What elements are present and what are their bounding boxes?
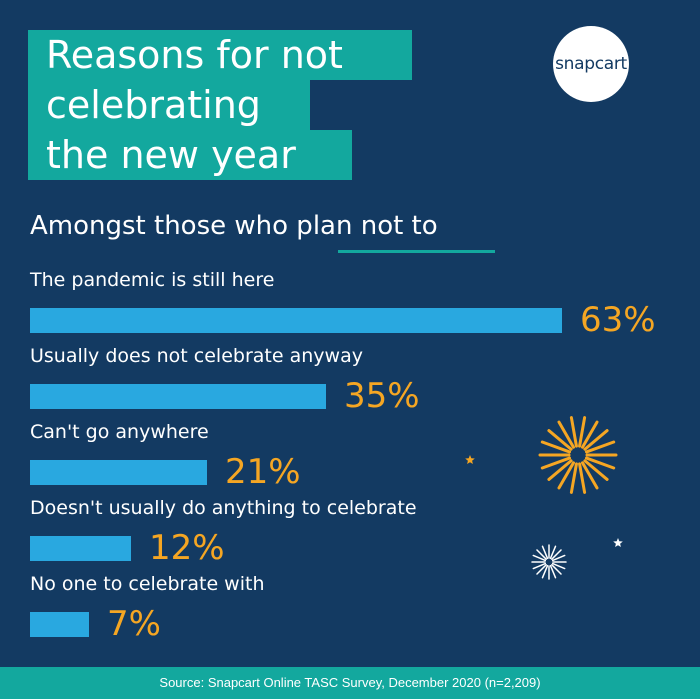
title-line-3: the new year: [28, 130, 352, 180]
value-label: 63%: [580, 300, 656, 340]
category-label: The pandemic is still here: [30, 269, 275, 291]
bar: [30, 536, 131, 561]
subtitle-underline: [338, 250, 495, 253]
category-label: Usually does not celebrate anyway: [30, 345, 363, 367]
title-line-1: Reasons for not: [28, 30, 412, 80]
bar: [30, 460, 207, 485]
small-firework-icon: [531, 544, 567, 580]
value-label: 12%: [149, 528, 225, 568]
snapcart-logo: snapcart: [553, 26, 629, 102]
value-label: 35%: [344, 376, 420, 416]
subtitle: Amongst those who plan not to: [30, 211, 438, 241]
bar: [30, 612, 89, 637]
category-label: No one to celebrate with: [30, 573, 265, 595]
bar: [30, 308, 562, 333]
firework-burst-icon: [538, 416, 618, 494]
star-icon: [613, 538, 623, 547]
value-label: 7%: [107, 604, 161, 644]
title-line-2: celebrating: [28, 80, 310, 130]
bar: [30, 384, 326, 409]
category-label: Doesn't usually do anything to celebrate: [30, 497, 417, 519]
star-icon: [465, 455, 475, 464]
value-label: 21%: [225, 452, 301, 492]
category-label: Can't go anywhere: [30, 421, 209, 443]
source-footer: Source: Snapcart Online TASC Survey, Dec…: [0, 667, 700, 699]
